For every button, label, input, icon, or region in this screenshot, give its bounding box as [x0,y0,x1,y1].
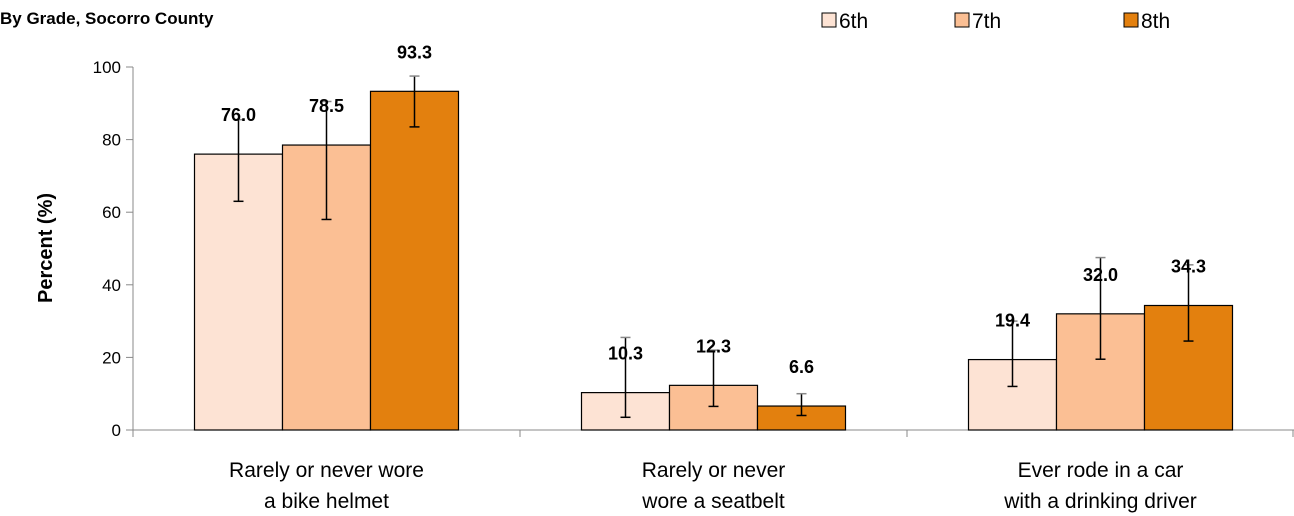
x-category-label: Ever rode in a car with a drinking driver [1003,459,1197,513]
y-tick-label: 40 [102,276,121,295]
legend: 6th 7th 8th [821,10,1170,33]
error-bars [233,75,1194,419]
y-tick-label: 0 [112,421,121,440]
x-category-label-line: a bike helmet [264,490,389,513]
y-tick-label: 60 [102,203,121,222]
x-category-label: Rarely or never wore a bike helmet [229,459,424,513]
legend-swatch-7th [954,12,970,28]
x-category-label-line: Rarely or never [642,459,786,482]
legend-swatch-6th [821,12,837,28]
x-category-label: Rarely or never wore a seatbelt [641,459,785,513]
x-category-label-line: Rarely or never wore [229,459,424,482]
bar-8th-0 [369,90,460,431]
legend-swatch-8th [1123,12,1139,28]
y-tick-label: 80 [102,131,121,150]
data-label: 19.4 [995,311,1030,331]
y-axis-label: Percent (%) [35,193,57,303]
data-label: 32.0 [1083,265,1118,285]
legend-label: 7th [972,10,1001,33]
x-category-label-line: wore a seatbelt [641,490,785,513]
data-label: 12.3 [696,336,731,356]
y-tick-label: 100 [93,58,121,77]
data-label: 93.3 [397,42,432,62]
data-label: 76.0 [221,105,256,125]
data-label: 6.6 [789,357,814,377]
y-axis: 0 20 40 60 80 100 [93,58,134,440]
data-label: 78.5 [309,96,344,116]
legend-label: 6th [839,10,868,33]
legend-label: 8th [1141,10,1170,33]
x-axis: Rarely or never wore a bike helmetRarely … [132,429,1294,513]
data-label: 10.3 [608,344,643,364]
chart-subtitle: By Grade, Socorro County [0,9,214,28]
y-tick-label: 20 [102,348,121,367]
data-label: 34.3 [1171,256,1206,276]
x-category-label-line: Ever rode in a car [1018,459,1184,482]
data-labels: 76.0 78.5 93.3 10.3 12.3 6.6 19.4 32.0 34.3 [221,42,1206,377]
x-category-label-line: with a drinking driver [1003,490,1197,513]
